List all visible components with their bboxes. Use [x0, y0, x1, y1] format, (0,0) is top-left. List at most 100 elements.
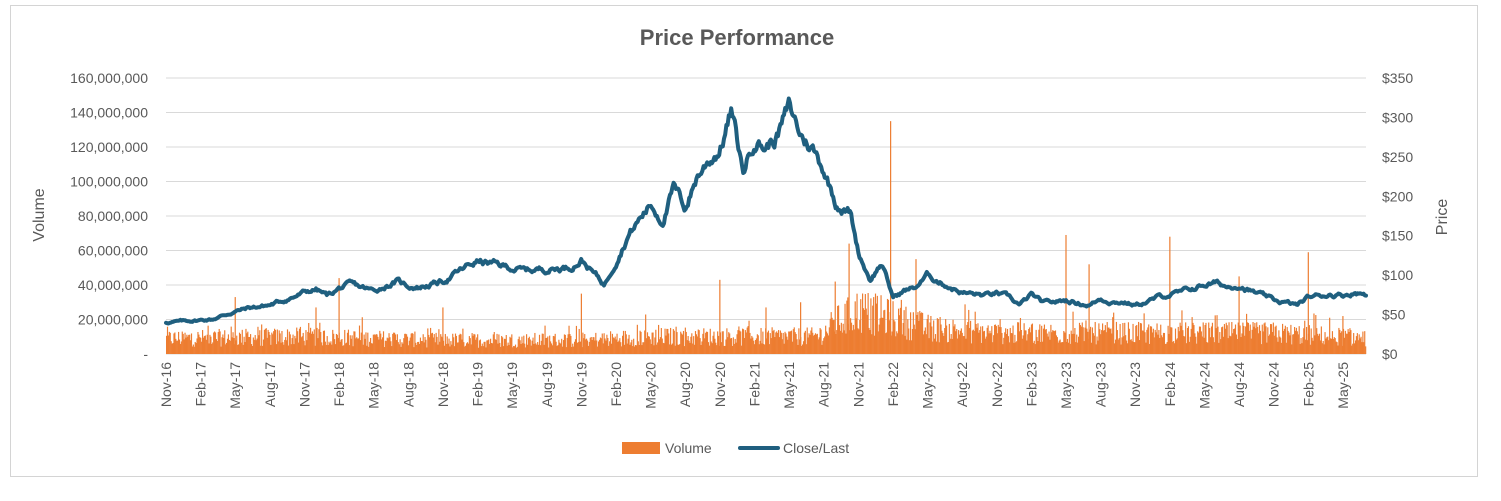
volume-bar	[316, 327, 318, 354]
volume-bar	[606, 334, 608, 354]
volume-bar	[170, 341, 172, 354]
volume-bar	[982, 331, 985, 354]
volume-bar	[1118, 338, 1120, 354]
volume-bar	[684, 327, 686, 354]
volume-bar	[476, 337, 478, 354]
y-left-tick-label: 160,000,000	[70, 70, 148, 86]
volume-bar	[1015, 342, 1017, 354]
volume-bar	[358, 338, 360, 354]
volume-bar	[1288, 332, 1290, 354]
volume-bar	[1274, 326, 1276, 354]
volume-bar	[1159, 337, 1161, 354]
volume-bar	[806, 327, 808, 354]
volume-bar	[609, 341, 611, 354]
volume-bar	[555, 341, 557, 354]
volume-bar	[1078, 336, 1080, 354]
volume-bar	[244, 342, 246, 354]
volume-bar	[1294, 330, 1297, 354]
volume-bar	[453, 337, 455, 354]
volume-bar	[183, 339, 185, 354]
volume-bar	[300, 337, 302, 354]
volume-bar	[1356, 333, 1358, 354]
volume-bar	[936, 318, 938, 354]
volume-bar	[167, 335, 170, 354]
volume-bar	[910, 312, 912, 354]
volume-bar	[1260, 344, 1262, 354]
volume-bar	[328, 341, 330, 354]
volume-bar	[296, 327, 298, 354]
volume-bar	[815, 334, 818, 354]
volume-bar	[327, 345, 329, 354]
volume-bar	[924, 327, 926, 354]
volume-bar	[661, 338, 663, 354]
volume-bar	[954, 324, 956, 354]
volume-bar	[781, 339, 783, 354]
volume-bar	[1362, 331, 1364, 354]
volume-bar	[638, 344, 640, 354]
volume-bar	[1280, 337, 1282, 354]
volume-bar	[630, 342, 632, 354]
volume-bar	[632, 346, 634, 354]
volume-bar	[1255, 328, 1257, 354]
volume-bar	[679, 343, 681, 354]
volume-bar	[683, 346, 686, 354]
volume-bar	[866, 314, 868, 354]
volume-bar	[1338, 327, 1340, 354]
volume-bar	[285, 337, 287, 354]
volume-bar	[841, 332, 843, 354]
volume-bar	[1196, 343, 1198, 354]
legend-close-last-label: Close/Last	[783, 440, 849, 456]
volume-bar	[1318, 335, 1320, 354]
volume-bar	[570, 335, 572, 354]
volume-bar	[1034, 344, 1036, 354]
volume-bar	[499, 342, 501, 354]
volume-bar	[1002, 344, 1004, 354]
volume-bar	[971, 330, 974, 354]
volume-bar	[1079, 325, 1082, 354]
volume-bar	[982, 326, 984, 354]
volume-bar	[842, 323, 844, 354]
x-tick-label: Aug-23	[1093, 362, 1109, 407]
volume-bar	[1270, 324, 1273, 354]
volume-bar	[1264, 322, 1266, 354]
volume-bar	[586, 338, 588, 354]
volume-bar	[862, 293, 864, 354]
volume-bar	[646, 338, 648, 354]
volume-bar	[1179, 322, 1181, 354]
volume-bar	[1007, 336, 1010, 354]
volume-bar	[918, 320, 920, 354]
volume-bar	[189, 334, 191, 354]
volume-bar	[1174, 343, 1176, 354]
volume-bar	[515, 347, 518, 354]
volume-bar	[1143, 313, 1145, 354]
volume-bar	[241, 329, 243, 354]
volume-bar	[563, 334, 566, 354]
volume-bar	[1168, 333, 1170, 354]
volume-bar	[324, 341, 326, 354]
volume-bar	[323, 330, 326, 354]
volume-bar	[758, 344, 760, 354]
volume-bar	[404, 333, 406, 354]
volume-bar	[721, 331, 723, 354]
volume-bar	[1108, 327, 1110, 354]
y-left-tick-label: 80,000,000	[78, 208, 148, 224]
volume-spike-bar	[1307, 252, 1309, 354]
volume-bar	[1114, 339, 1117, 354]
x-tick-label: Nov-22	[989, 362, 1005, 407]
volume-bar	[371, 343, 374, 354]
volume-bar	[275, 344, 278, 354]
volume-bar	[193, 346, 195, 354]
volume-bar	[1062, 342, 1064, 354]
volume-bar	[513, 345, 515, 354]
volume-bar	[560, 343, 562, 354]
volume-bar	[202, 337, 205, 354]
x-tick-label: Feb-20	[608, 362, 624, 407]
volume-bar	[548, 347, 550, 354]
volume-bar	[1227, 338, 1229, 354]
y-left-tick-label: 60,000,000	[78, 243, 148, 259]
y-left-tick-label: 140,000,000	[70, 105, 148, 121]
volume-bar	[1360, 336, 1362, 354]
volume-bar	[1304, 320, 1306, 354]
volume-bar	[1222, 336, 1225, 354]
volume-bar	[671, 343, 674, 354]
